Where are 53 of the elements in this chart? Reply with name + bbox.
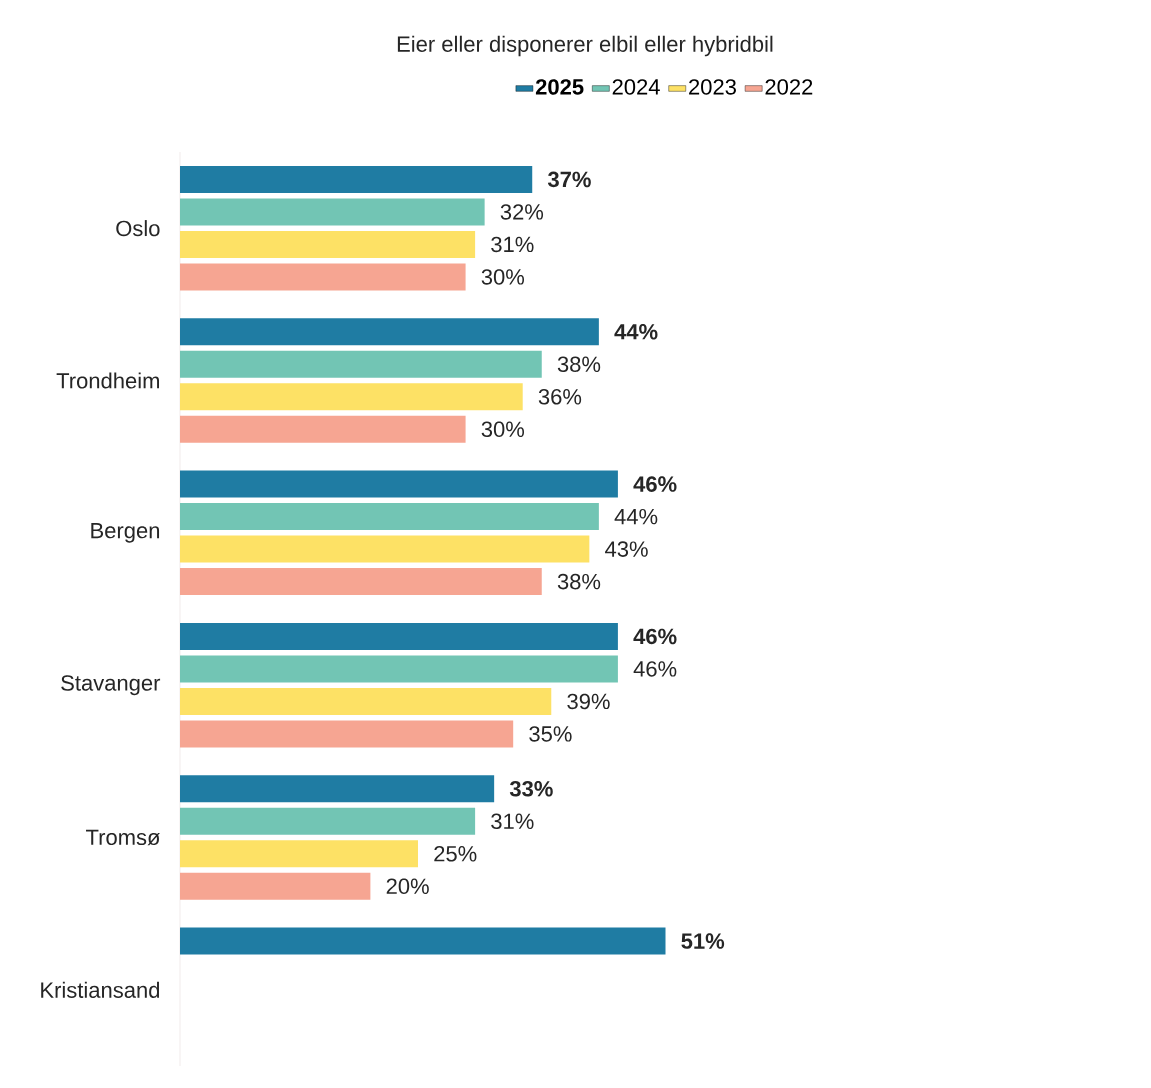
data-label: 39% [567, 693, 610, 710]
bar [180, 568, 542, 596]
bar [180, 655, 618, 683]
data-label: 37% [547, 171, 591, 188]
y-tick-label: Oslo [116, 220, 160, 237]
data-label: 38% [557, 573, 601, 590]
y-tick-label: Bergen [91, 522, 160, 543]
bar [180, 350, 542, 378]
bar [180, 840, 418, 868]
bar [180, 165, 533, 193]
bar [180, 415, 466, 443]
legend-label: 2025 [535, 79, 584, 95]
data-label: 46% [633, 661, 677, 677]
bar [180, 383, 523, 411]
y-tick-label: Kristiansand [41, 981, 160, 998]
bar [180, 470, 618, 498]
legend-label: 2022 [765, 79, 813, 95]
bar [180, 807, 476, 835]
y-tick-label: Trondheim [56, 372, 159, 389]
data-label: 44% [614, 324, 658, 340]
data-label: 43% [605, 541, 648, 557]
data-label: 30% [481, 421, 525, 438]
y-tick-label: Stavanger [61, 675, 161, 696]
data-label: 46% [633, 628, 677, 645]
legend-label: 2023 [689, 79, 736, 95]
bar [180, 198, 485, 226]
legend-label: 2024 [612, 79, 660, 95]
data-label: 36% [538, 388, 582, 405]
y-tick-label: Tromsø [86, 829, 160, 846]
bar [180, 927, 666, 955]
data-label: 32% [500, 204, 544, 220]
data-label: 33% [509, 780, 553, 797]
bar [180, 622, 618, 650]
data-label: 46% [633, 476, 677, 492]
data-label: 31% [491, 813, 534, 830]
bar [180, 263, 466, 291]
data-label: 25% [434, 845, 477, 862]
bar [180, 775, 495, 803]
data-label: 44% [614, 508, 658, 525]
bar [180, 720, 514, 748]
bar [180, 687, 552, 715]
bar [180, 230, 476, 258]
bar [180, 872, 371, 900]
data-label: 20% [386, 878, 429, 895]
bar [180, 503, 599, 531]
bar [180, 318, 599, 346]
data-label: 30% [481, 269, 525, 285]
data-label: 31% [491, 236, 534, 253]
data-label: 51% [681, 933, 725, 949]
data-label: 38% [557, 356, 601, 373]
bar [180, 535, 590, 563]
chart-title: Eier eller disponerer elbil eller hybridbil [397, 35, 773, 57]
data-label: 35% [529, 726, 572, 742]
